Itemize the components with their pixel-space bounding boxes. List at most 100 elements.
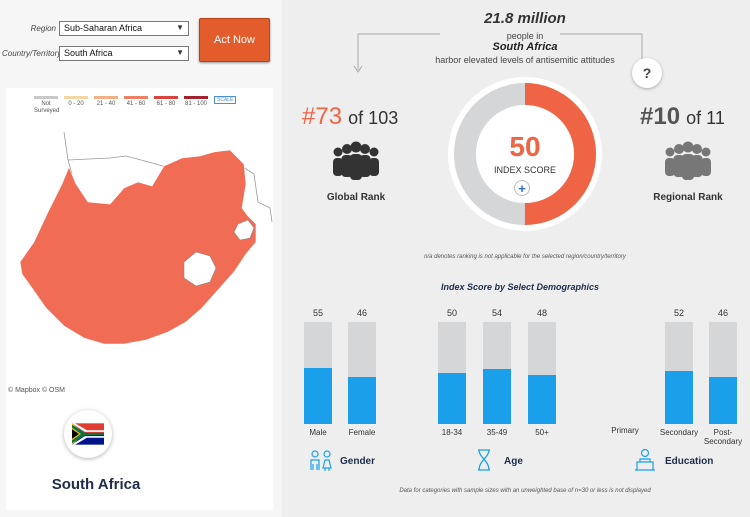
bar-fill[interactable] xyxy=(438,373,466,424)
lesotho-shape xyxy=(183,251,217,287)
bar-fill[interactable] xyxy=(483,368,511,424)
regional-rank-number: #10 of 11 xyxy=(640,103,725,131)
country-title: South Africa xyxy=(51,476,141,493)
help-button[interactable]: ? xyxy=(632,58,662,88)
headline-number: 21.8 million xyxy=(484,10,566,27)
plus-icon: + xyxy=(518,180,526,196)
gender-icon xyxy=(310,450,332,471)
eswatini-shape xyxy=(233,219,255,241)
legend-item: 41 - 60 xyxy=(124,96,148,114)
headline-line2: harbor elevated levels of antisemitic at… xyxy=(435,55,615,65)
south-africa-flag-icon xyxy=(72,423,104,445)
age-group-label: Age xyxy=(504,456,523,467)
legend-item: 81 - 100 xyxy=(184,96,208,114)
bar-track[interactable] xyxy=(438,322,466,424)
chevron-down-icon: ▼ xyxy=(176,48,184,57)
bar-value: 52 xyxy=(673,308,684,318)
region-label: Region xyxy=(30,24,56,33)
scale-toggle[interactable]: SCALE xyxy=(214,96,237,114)
legend-label: Not Surveyed xyxy=(34,101,60,114)
bar-fill[interactable] xyxy=(709,377,737,424)
bar-category-label: Post- Secondary xyxy=(703,428,743,447)
regional-rank-hash: #10 xyxy=(640,103,681,130)
legend-swatch xyxy=(64,96,88,99)
demographics-title: Index Score by Select Demographics xyxy=(440,282,600,292)
country-label: Country/Territory xyxy=(2,49,62,58)
legend-swatch xyxy=(34,96,58,99)
footer-note: Data for categories with sample sizes wi… xyxy=(399,488,651,494)
bar-track[interactable] xyxy=(709,322,737,424)
bar-track[interactable] xyxy=(348,322,376,424)
map-credit[interactable]: © Mapbox © OSM xyxy=(8,387,65,394)
gender-group-label: Gender xyxy=(340,456,376,467)
region-select[interactable]: Sub-Saharan Africa ▼ xyxy=(59,21,189,36)
bar-value: 46 xyxy=(356,308,367,318)
bar-track[interactable] xyxy=(528,322,556,424)
headline-line1: people in xyxy=(506,31,544,41)
expand-plus-button[interactable]: + xyxy=(514,180,530,196)
na-note: n/a denotes ranking is not applicable fo… xyxy=(424,254,626,260)
map-legend: Not Surveyed 0 - 20 21 - 40 41 - 60 61 -… xyxy=(34,96,237,114)
bar-category-label: Secondary xyxy=(659,428,699,437)
headline-country: South Africa xyxy=(492,41,558,53)
donut-chart xyxy=(448,77,602,231)
legend-item: 0 - 20 xyxy=(64,96,88,114)
bar-value: 54 xyxy=(491,308,502,318)
region-select-value: Sub-Saharan Africa xyxy=(64,23,143,33)
south-africa-shape[interactable] xyxy=(19,149,257,345)
bar-track[interactable] xyxy=(304,322,332,424)
bar-value: 50 xyxy=(446,308,457,318)
legend-label: 41 - 60 xyxy=(126,101,146,107)
legend-item: 21 - 40 xyxy=(94,96,118,114)
education-icon xyxy=(635,448,655,471)
act-now-button[interactable]: Act Now xyxy=(199,18,270,62)
legend-label: 21 - 40 xyxy=(96,101,116,107)
map-panel[interactable]: Not Surveyed 0 - 20 21 - 40 41 - 60 61 -… xyxy=(6,88,273,510)
legend-swatch xyxy=(154,96,178,99)
bar-fill[interactable] xyxy=(304,367,332,424)
donut-hole xyxy=(476,105,574,203)
bar-category-label: 18-34 xyxy=(441,428,463,437)
bar-fill[interactable] xyxy=(665,370,693,424)
education-group-label: Education xyxy=(665,456,714,467)
index-score-value: 50 xyxy=(509,131,541,162)
country-flag xyxy=(64,410,112,458)
global-rank-label: Global Rank xyxy=(326,192,386,203)
legend-label: 0 - 20 xyxy=(68,101,84,107)
legend-label: 81 - 100 xyxy=(184,101,208,107)
bar-category-label: 35-49 xyxy=(486,428,508,437)
bar-category-label: 50+ xyxy=(535,428,549,437)
bar-category-label: Primary xyxy=(611,426,639,435)
legend-swatch xyxy=(94,96,118,99)
country-select-value: South Africa xyxy=(64,48,113,58)
global-rank-of: of 103 xyxy=(348,108,399,128)
country-map[interactable] xyxy=(6,112,273,387)
legend-swatch xyxy=(184,96,208,99)
people-group-icon xyxy=(665,141,711,180)
bar-category-label: Male xyxy=(309,428,327,437)
index-score-donut: 50 INDEX SCORE xyxy=(440,74,610,234)
donut-score-arc xyxy=(454,83,596,225)
global-rank-hash: #73 xyxy=(302,103,343,130)
index-score-label: INDEX SCORE xyxy=(493,165,556,175)
bar-category-label: Female xyxy=(348,428,376,437)
bar-track[interactable] xyxy=(665,322,693,424)
bar-fill[interactable] xyxy=(528,375,556,424)
scale-icon[interactable]: SCALE xyxy=(214,96,237,104)
legend-label: 61 - 80 xyxy=(156,101,176,107)
bar-value: 46 xyxy=(717,308,728,318)
legend-swatch xyxy=(124,96,148,99)
people-group-icon xyxy=(333,141,379,180)
bar-fill[interactable] xyxy=(348,377,376,424)
bar-track[interactable] xyxy=(483,322,511,424)
legend-item: Not Surveyed xyxy=(34,96,60,114)
global-rank-number: #73 of 103 xyxy=(302,103,398,131)
legend-item: 61 - 80 xyxy=(154,96,178,114)
donut-center: 50 INDEX SCORE xyxy=(440,74,610,234)
left-panel: Region Sub-Saharan Africa ▼ Country/Terr… xyxy=(0,0,282,517)
question-icon: ? xyxy=(642,65,652,81)
regional-rank-of: of 11 xyxy=(686,108,725,128)
regional-rank-label: Regional Rank xyxy=(653,192,723,203)
country-select[interactable]: South Africa ▼ xyxy=(59,46,189,61)
bar-value: 55 xyxy=(312,308,323,318)
